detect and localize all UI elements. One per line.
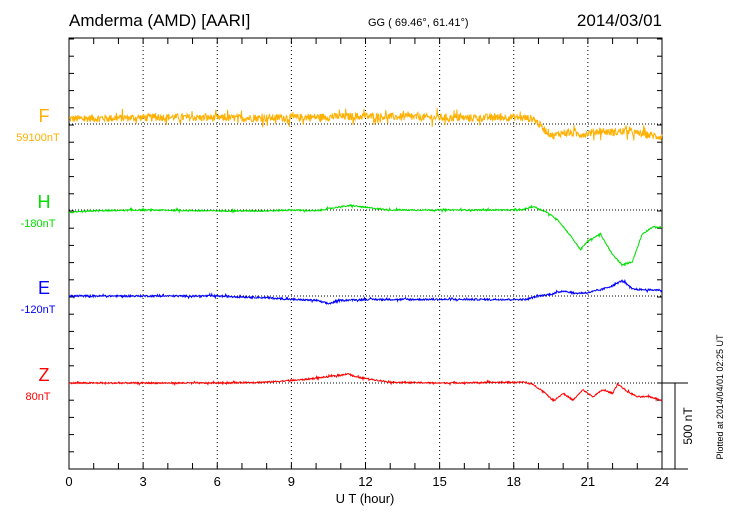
series-baseline-E: -120nT (21, 304, 56, 316)
x-tick-label: 6 (214, 474, 221, 489)
series-name-E: E (38, 278, 50, 298)
station-coords: GG ( 69.46°, 61.41°) (368, 17, 469, 29)
series-labels: F 59100nT H -180nT E -120nT Z 80nT (16, 106, 60, 403)
plotted-timestamp: Plotted at 2014/04/01 02:25 UT (715, 334, 725, 460)
x-tick-label: 24 (655, 474, 669, 489)
grid (68, 38, 663, 470)
trace-E (68, 278, 663, 305)
trace-F (68, 108, 663, 141)
x-tick-label: 18 (507, 474, 521, 489)
series-name-F: F (39, 106, 50, 126)
trace-H (68, 203, 663, 268)
series-baseline-F: 59100nT (16, 132, 60, 144)
station-title: Amderma (AMD) [AARI] (69, 11, 250, 30)
series-baseline-Z: 80nT (25, 391, 50, 403)
x-tick-label: 0 (65, 474, 72, 489)
chart-date: 2014/03/01 (577, 11, 662, 30)
traces (68, 108, 663, 402)
x-tick-label: 3 (140, 474, 147, 489)
x-tick-label: 21 (581, 474, 595, 489)
series-name-H: H (38, 192, 51, 212)
x-tick-label: 9 (288, 474, 295, 489)
trace-Z (68, 372, 663, 402)
x-tick-labels: 0 3 6 9 12 15 18 21 24 (65, 474, 669, 489)
x-tick-label: 12 (358, 474, 372, 489)
x-axis-label: U T (hour) (336, 491, 395, 506)
scale-bar-label: 500 nT (681, 407, 695, 445)
series-baseline-H: -180nT (21, 218, 56, 230)
series-name-Z: Z (39, 365, 50, 385)
x-tick-label: 15 (432, 474, 446, 489)
